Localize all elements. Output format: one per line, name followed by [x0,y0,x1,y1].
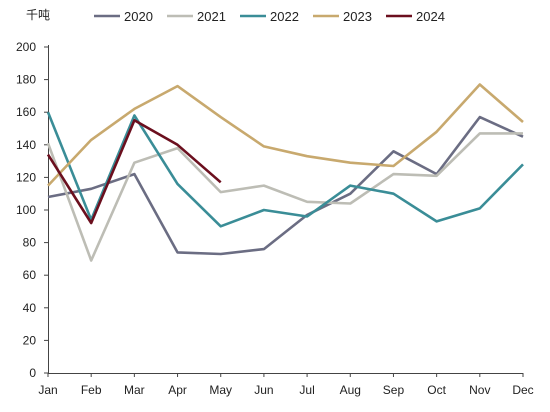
y-tick-label: 140 [16,138,36,152]
y-tick-label: 160 [16,105,36,119]
x-tick-label: Dec [512,383,533,397]
x-tick-label: Sep [383,383,405,397]
y-tick-label: 60 [23,268,37,282]
x-tick-label: May [209,383,232,397]
legend: 2020 2021 2022 2023 2024 [94,9,445,24]
y-tick-label: 80 [23,236,37,250]
legend-label-2023: 2023 [343,9,372,24]
y-axis-ticks: 0 20 40 60 80 100 120 140 160 180 200 [16,40,48,380]
series-line-2023 [47,83,524,187]
x-tick-label: Mar [124,383,145,397]
y-tick-label: 20 [23,333,37,347]
x-tick-label: Nov [469,383,490,397]
legend-label-2021: 2021 [197,9,226,24]
y-tick-label: 120 [16,170,36,184]
y-tick-label: 180 [16,73,36,87]
y-tick-label: 200 [16,40,36,54]
x-tick-label: Jul [299,383,314,397]
legend-label-2024: 2024 [416,9,445,24]
series-line-2021 [46,132,523,262]
x-tick-label: Aug [340,383,361,397]
y-tick-label: 100 [16,203,36,217]
y-tick-label: 40 [23,301,37,315]
legend-label-2022: 2022 [270,9,299,24]
series-line-2020 [47,115,524,256]
x-axis-ticks: Jan Feb Mar Apr May Jun Jul Aug Sep Oct Nov Dec [38,373,534,397]
series-line-2024 [46,119,222,225]
x-tick-label: Jan [38,383,57,397]
legend-label-2020: 2020 [124,9,153,24]
y-unit-label: 千吨 [26,8,50,22]
y-tick-label: 0 [29,366,36,380]
x-tick-label: Feb [81,383,102,397]
x-tick-label: Oct [427,383,446,397]
series-group [46,83,524,262]
x-tick-label: Jun [254,383,273,397]
series-line-2022 [46,111,524,228]
x-tick-label: Apr [168,383,187,397]
